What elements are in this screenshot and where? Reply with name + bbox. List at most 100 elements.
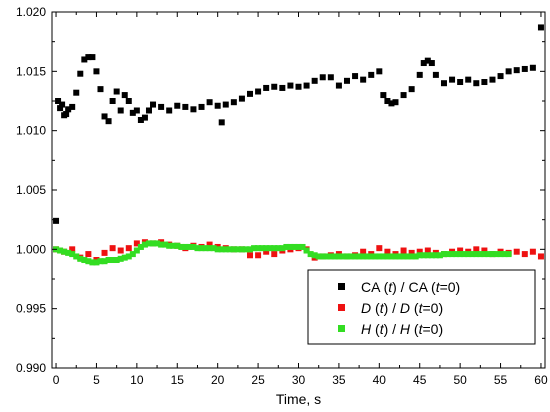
y-tick-label: 1.020 <box>16 5 46 19</box>
data-point <box>218 246 225 253</box>
data-point <box>206 241 213 248</box>
data-point <box>73 89 80 96</box>
data-point <box>275 245 282 252</box>
data-point <box>194 245 201 252</box>
data-point <box>392 253 399 260</box>
x-tick-label: 50 <box>453 373 467 387</box>
data-point <box>380 92 387 99</box>
data-point <box>137 243 144 250</box>
data-point <box>65 249 72 256</box>
data-point <box>166 107 173 114</box>
data-point <box>93 259 100 266</box>
legend-label-0: CA (t) / CA (t=0) <box>361 279 460 295</box>
y-tick-label: 1.000 <box>16 242 46 256</box>
data-point <box>238 95 245 102</box>
data-point <box>388 253 395 260</box>
data-point <box>319 74 326 81</box>
data-point <box>461 251 468 258</box>
data-point <box>497 251 504 258</box>
data-point <box>133 107 140 114</box>
data-point <box>295 83 302 90</box>
data-point <box>263 248 270 255</box>
data-point <box>457 79 464 86</box>
data-point <box>198 103 205 110</box>
data-point <box>303 82 310 89</box>
data-point <box>335 82 342 89</box>
data-point <box>335 253 342 260</box>
data-point <box>57 247 64 254</box>
data-point <box>162 241 169 248</box>
x-tick-label: 20 <box>211 373 225 387</box>
data-point <box>380 253 387 260</box>
series-0 <box>53 24 544 224</box>
data-point <box>436 252 443 259</box>
data-point <box>505 68 512 75</box>
data-point <box>384 253 391 260</box>
data-point <box>121 254 128 261</box>
data-point <box>424 57 431 64</box>
data-point <box>376 245 383 252</box>
data-point <box>109 98 116 104</box>
data-point <box>61 248 68 255</box>
data-point <box>505 251 512 258</box>
data-point <box>255 88 262 95</box>
data-point <box>372 253 379 260</box>
legend-box <box>307 269 536 345</box>
data-point <box>469 251 476 258</box>
data-point <box>109 245 116 252</box>
legend-label-1: D (t) / D (t=0) <box>361 300 443 316</box>
x-tick-label: 60 <box>534 373 548 387</box>
data-point <box>125 245 132 252</box>
data-point <box>368 71 375 78</box>
data-point <box>473 251 480 258</box>
data-point <box>230 99 237 106</box>
data-point <box>537 24 544 31</box>
data-point <box>352 253 359 260</box>
data-point <box>408 253 415 260</box>
data-point <box>263 245 270 252</box>
axes: 0 5 10 15 20 25 30 35 40 45 50 55 60 0.990 0.995 1.000 1… <box>16 5 548 387</box>
data-point <box>360 253 367 260</box>
data-point <box>210 245 217 252</box>
data-point <box>190 243 197 250</box>
data-point <box>166 242 173 249</box>
data-point <box>271 83 278 90</box>
data-point <box>420 252 427 259</box>
data-point <box>190 106 197 113</box>
data-point <box>81 56 88 63</box>
legend: CA (t) / CA (t=0) D (t) / D (t=0) H (t) / … <box>307 269 536 345</box>
data-point <box>271 251 278 258</box>
data-point <box>432 71 439 78</box>
data-point <box>69 103 76 110</box>
data-point <box>473 80 480 87</box>
data-point <box>238 246 245 253</box>
y-tick-label: 1.005 <box>16 183 46 197</box>
data-point <box>493 251 500 258</box>
data-point <box>485 251 492 258</box>
data-point <box>206 99 213 106</box>
data-point <box>218 119 225 126</box>
data-point <box>214 102 221 109</box>
data-point <box>85 54 92 61</box>
data-point <box>89 259 96 266</box>
data-point <box>97 258 104 265</box>
data-point <box>428 60 435 67</box>
data-point <box>416 252 423 259</box>
data-point <box>145 107 152 114</box>
data-point <box>339 253 346 260</box>
data-point <box>242 246 249 253</box>
legend-marker <box>338 325 345 332</box>
data-point <box>416 71 423 78</box>
data-point <box>352 73 359 80</box>
data-point <box>117 255 124 262</box>
data-point <box>416 248 423 255</box>
data-point <box>287 82 294 89</box>
data-point <box>101 258 108 265</box>
data-point <box>279 245 286 252</box>
data-point <box>271 245 278 252</box>
data-point <box>481 79 488 86</box>
data-point <box>311 77 318 84</box>
data-point <box>137 116 144 123</box>
x-tick-label: 15 <box>171 373 185 387</box>
